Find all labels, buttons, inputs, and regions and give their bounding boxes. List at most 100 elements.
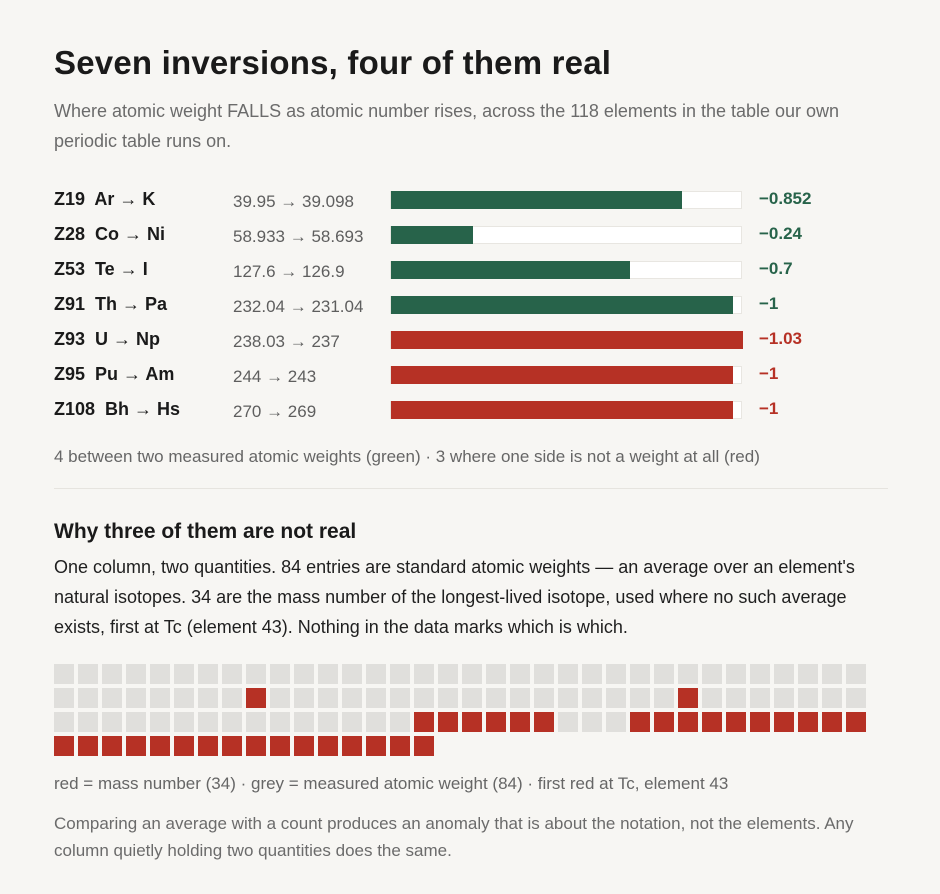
element-cell-atomic-weight — [342, 712, 362, 732]
element-cell-mass-number — [702, 712, 722, 732]
inversion-delta-label: −0.852 — [759, 189, 812, 208]
element-cell-atomic-weight — [582, 688, 602, 708]
inversion-delta-label: −0.24 — [759, 224, 803, 243]
element-cell-mass-number — [246, 736, 266, 756]
inversion-bar — [391, 296, 733, 314]
element-cell-mass-number — [414, 712, 434, 732]
bar-track — [390, 226, 742, 244]
element-cell-atomic-weight — [150, 688, 170, 708]
element-cell-mass-number — [318, 736, 338, 756]
element-waffle-grid — [54, 664, 888, 756]
element-cell-mass-number — [126, 736, 146, 756]
element-cell-atomic-weight — [174, 712, 194, 732]
element-cell-atomic-weight — [102, 688, 122, 708]
element-cell-atomic-weight — [510, 664, 530, 684]
element-cell-atomic-weight — [126, 712, 146, 732]
element-cell-atomic-weight — [702, 688, 722, 708]
element-cell-atomic-weight — [606, 664, 626, 684]
inversion-weight-range: 39.95 → 39.098 — [233, 192, 354, 211]
element-cell-atomic-weight — [438, 688, 458, 708]
element-cell-mass-number — [750, 712, 770, 732]
page-subtitle: Where atomic weight FALLS as atomic numb… — [54, 101, 840, 151]
page-title: Seven inversions, four of them real — [54, 44, 612, 81]
element-cell-atomic-weight — [510, 688, 530, 708]
element-cell-atomic-weight — [558, 688, 578, 708]
element-cell-mass-number — [846, 712, 866, 732]
element-cell-atomic-weight — [486, 688, 506, 708]
inversion-label: Z53 Te → I — [54, 259, 148, 279]
inversion-delta-label: −1.03 — [759, 329, 803, 348]
inversion-label: Z108 Bh → Hs — [54, 399, 181, 419]
element-cell-atomic-weight — [390, 712, 410, 732]
element-cell-mass-number — [246, 688, 266, 708]
inversion-bar — [391, 331, 743, 349]
element-cell-mass-number — [822, 712, 842, 732]
element-cell-mass-number — [150, 736, 170, 756]
element-cell-mass-number — [438, 712, 458, 732]
element-cell-atomic-weight — [246, 712, 266, 732]
element-cell-mass-number — [630, 712, 650, 732]
element-cell-atomic-weight — [462, 664, 482, 684]
inversion-label: Z93 U → Np — [54, 329, 161, 349]
element-cell-atomic-weight — [342, 688, 362, 708]
element-cell-atomic-weight — [270, 712, 290, 732]
element-cell-atomic-weight — [78, 664, 98, 684]
element-cell-atomic-weight — [366, 712, 386, 732]
inversion-weight-range: 238.03 → 237 — [233, 332, 340, 351]
element-cell-atomic-weight — [414, 664, 434, 684]
inversion-row: Z19 Ar → K 39.95 → 39.098 −0.852 — [54, 183, 888, 218]
inversion-weight-range: 232.04 → 231.04 — [233, 297, 364, 316]
element-cell-atomic-weight — [846, 664, 866, 684]
element-cell-mass-number — [486, 712, 506, 732]
element-cell-mass-number — [510, 712, 530, 732]
inversion-label: Z91 Th → Pa — [54, 294, 168, 314]
element-cell-atomic-weight — [174, 664, 194, 684]
section-divider — [54, 488, 888, 489]
element-cell-atomic-weight — [606, 712, 626, 732]
element-cell-atomic-weight — [198, 688, 218, 708]
inversion-bar — [391, 261, 630, 279]
grid-legend-note: red = mass number (34) · grey = measured… — [54, 774, 729, 793]
element-cell-atomic-weight — [558, 712, 578, 732]
element-cell-atomic-weight — [462, 688, 482, 708]
bar-chart-legend-note: 4 between two measured atomic weights (g… — [54, 447, 760, 466]
element-cell-atomic-weight — [414, 688, 434, 708]
element-cell-atomic-weight — [174, 688, 194, 708]
element-cell-mass-number — [102, 736, 122, 756]
element-cell-mass-number — [198, 736, 218, 756]
element-cell-atomic-weight — [54, 688, 74, 708]
element-cell-mass-number — [414, 736, 434, 756]
element-cell-atomic-weight — [78, 688, 98, 708]
inversion-row: Z108 Bh → Hs 270 → 269 −1 — [54, 393, 888, 428]
element-cell-mass-number — [54, 736, 74, 756]
element-cell-atomic-weight — [630, 664, 650, 684]
element-cell-atomic-weight — [774, 688, 794, 708]
element-cell-mass-number — [462, 712, 482, 732]
element-cell-atomic-weight — [54, 664, 74, 684]
element-cell-mass-number — [534, 712, 554, 732]
element-cell-atomic-weight — [774, 664, 794, 684]
element-cell-atomic-weight — [606, 688, 626, 708]
element-cell-atomic-weight — [822, 664, 842, 684]
element-cell-atomic-weight — [582, 712, 602, 732]
inversion-row: Z28 Co → Ni 58.933 → 58.693 −0.24 — [54, 218, 888, 253]
element-cell-atomic-weight — [318, 712, 338, 732]
element-cell-atomic-weight — [726, 688, 746, 708]
bar-track — [390, 261, 742, 279]
element-cell-atomic-weight — [294, 688, 314, 708]
element-cell-atomic-weight — [558, 664, 578, 684]
inversion-row: Z95 Pu → Am 244 → 243 −1 — [54, 358, 888, 393]
element-cell-atomic-weight — [534, 688, 554, 708]
element-cell-atomic-weight — [222, 664, 242, 684]
inversion-delta-label: −1 — [759, 364, 779, 383]
element-cell-atomic-weight — [78, 712, 98, 732]
element-cell-atomic-weight — [726, 664, 746, 684]
element-cell-atomic-weight — [654, 688, 674, 708]
element-cell-atomic-weight — [846, 688, 866, 708]
element-cell-atomic-weight — [126, 688, 146, 708]
element-cell-mass-number — [78, 736, 98, 756]
element-cell-mass-number — [798, 712, 818, 732]
inversion-delta-label: −0.7 — [759, 259, 793, 278]
element-cell-atomic-weight — [270, 664, 290, 684]
element-cell-atomic-weight — [222, 688, 242, 708]
